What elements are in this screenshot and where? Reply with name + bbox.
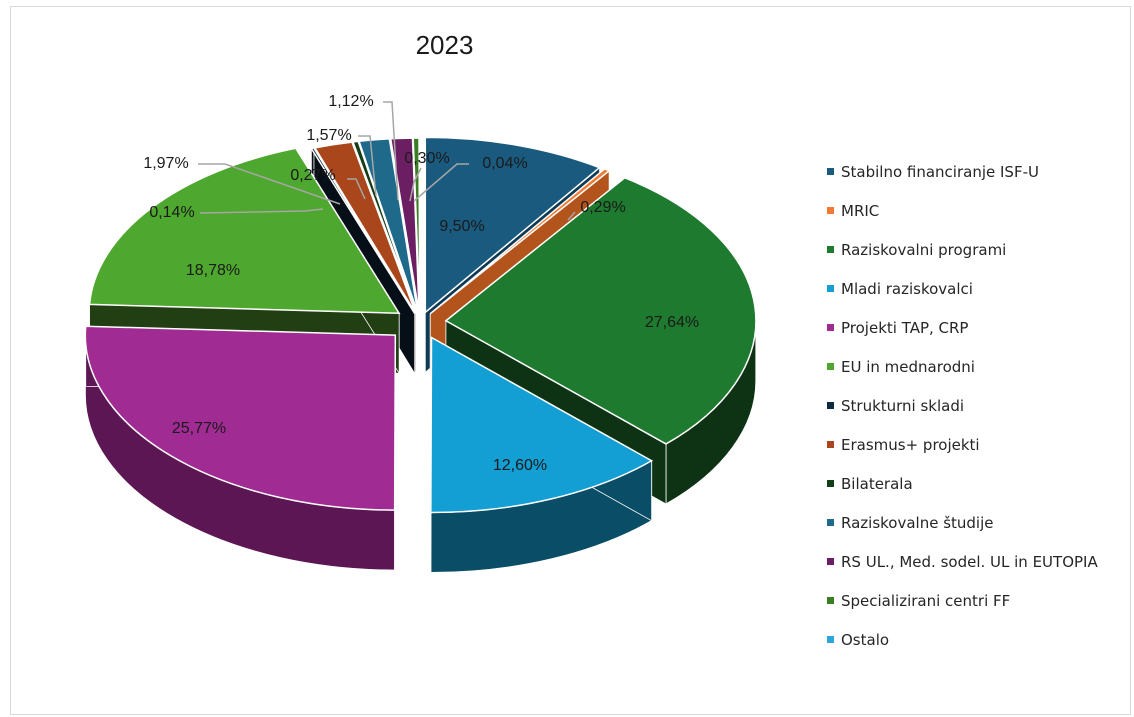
data-label: 1,12% — [328, 93, 373, 110]
legend-swatch — [827, 324, 834, 331]
pie-slice — [358, 138, 419, 314]
legend-label: Erasmus+ projekti — [841, 435, 980, 454]
data-label: 0,29% — [580, 199, 625, 216]
legend-item: Specializirani centri FF — [827, 581, 1127, 620]
legend-swatch — [827, 441, 834, 448]
legend-swatch — [827, 402, 834, 409]
legend-label: EU in mednarodni — [841, 357, 975, 376]
leader-line — [413, 163, 469, 202]
leader-line — [409, 167, 422, 202]
legend-label: Raziskovalne študije — [841, 513, 994, 532]
data-label: 9,50% — [439, 218, 484, 235]
data-label: 0,04% — [482, 155, 527, 172]
legend-label: Specializirani centri FF — [841, 591, 1011, 610]
legend-swatch — [827, 636, 834, 643]
pie-slice — [418, 137, 421, 314]
pie-slice — [88, 147, 401, 315]
legend-label: Raziskovalni programi — [841, 240, 1007, 259]
data-label: 27,64% — [645, 314, 699, 331]
legend-swatch — [827, 168, 834, 175]
legend-item: Erasmus+ projekti — [827, 425, 1127, 464]
leader-line — [347, 178, 366, 200]
legend-item: Raziskovalne študije — [827, 503, 1127, 542]
data-label: 1,57% — [306, 127, 351, 144]
data-label: 12,60% — [493, 457, 547, 474]
legend-label: Strukturni skladi — [841, 396, 965, 415]
legend-item: EU in mednarodni — [827, 347, 1127, 386]
pie-slice — [313, 141, 417, 314]
leader-line — [199, 208, 324, 214]
pie-slice — [310, 147, 416, 314]
pie-slice — [444, 176, 757, 445]
pie-slice — [429, 168, 611, 315]
legend-item: Bilaterala — [827, 464, 1127, 503]
legend-swatch — [827, 246, 834, 253]
legend-label: Ostalo — [841, 630, 890, 649]
data-label: 18,78% — [186, 262, 240, 279]
data-label: 0,30% — [404, 150, 449, 167]
legend-item: Mladi raziskovalci — [827, 269, 1127, 308]
legend-swatch — [827, 519, 834, 526]
legend-item: RS UL., Med. sodel. UL in EUTOPIA — [827, 542, 1127, 581]
data-label: 0,14% — [149, 204, 194, 221]
legend-swatch — [827, 597, 834, 604]
pie-slice — [351, 140, 418, 314]
legend-item: Stabilno financiranje ISF-U — [827, 152, 1127, 191]
legend-label: RS UL., Med. sodel. UL in EUTOPIA — [841, 552, 1098, 571]
leader-line — [383, 101, 399, 201]
pie-slice — [424, 136, 602, 314]
legend-swatch — [827, 363, 834, 370]
data-label: 25,77% — [172, 420, 226, 437]
leader-line — [567, 211, 576, 221]
leader-line — [358, 135, 377, 197]
legend-swatch — [827, 207, 834, 214]
pie-slice — [84, 325, 397, 511]
legend-item: Projekti TAP, CRP — [827, 308, 1127, 347]
legend-label: Mladi raziskovalci — [841, 279, 973, 298]
pie-slice — [430, 336, 654, 514]
data-label: 1,97% — [143, 155, 188, 172]
legend-item: Ostalo — [827, 620, 1127, 659]
legend-item: MRIC — [827, 191, 1127, 230]
legend: Stabilno financiranje ISF-U MRIC Raziskova… — [827, 152, 1127, 659]
legend-label: Projekti TAP, CRP — [841, 318, 969, 337]
legend-swatch — [827, 285, 834, 292]
legend-swatch — [827, 558, 834, 565]
chart-title: 2023 — [415, 30, 474, 60]
legend-label: Stabilno financiranje ISF-U — [841, 162, 1039, 181]
leader-line — [198, 163, 341, 205]
legend-swatch — [827, 480, 834, 487]
legend-item: Strukturni skladi — [827, 386, 1127, 425]
data-label: 0,27% — [290, 167, 335, 184]
legend-item: Raziskovalni programi — [827, 230, 1127, 269]
legend-label: MRIC — [841, 201, 880, 220]
legend-label: Bilaterala — [841, 474, 913, 493]
